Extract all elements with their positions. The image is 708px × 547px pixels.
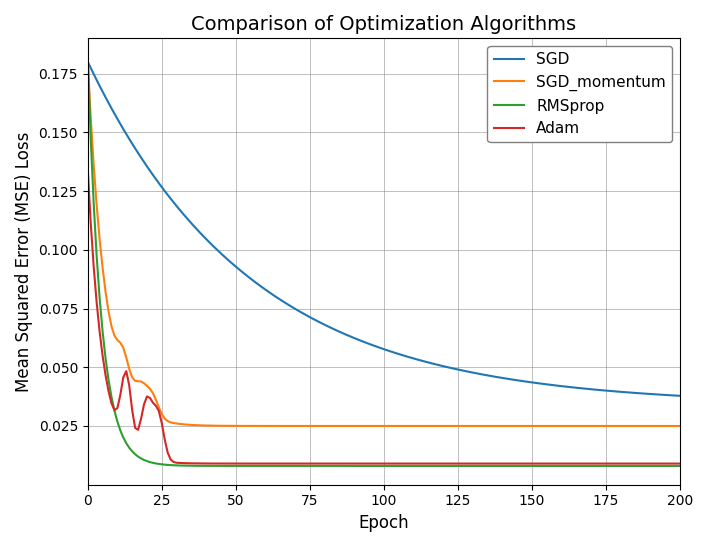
Adam	[670, 460, 678, 467]
Adam	[404, 460, 412, 467]
RMSprop	[84, 54, 92, 60]
Title: Comparison of Optimization Algorithms: Comparison of Optimization Algorithms	[191, 15, 576, 34]
SGD_momentum	[404, 423, 412, 429]
Line: SGD_momentum: SGD_momentum	[88, 62, 680, 426]
SGD	[299, 311, 308, 317]
Adam	[332, 460, 341, 467]
RMSprop	[299, 463, 308, 469]
RMSprop	[137, 455, 145, 462]
RMSprop	[617, 463, 625, 469]
Line: Adam: Adam	[88, 170, 680, 463]
RMSprop	[404, 463, 412, 469]
SGD_momentum	[332, 423, 341, 429]
Y-axis label: Mean Squared Error (MSE) Loss: Mean Squared Error (MSE) Loss	[15, 131, 33, 392]
SGD_momentum	[84, 59, 92, 65]
SGD_momentum	[299, 423, 308, 429]
SGD	[332, 327, 341, 334]
Adam	[84, 167, 92, 173]
RMSprop	[628, 463, 636, 469]
SGD	[675, 393, 684, 399]
SGD	[404, 353, 412, 360]
RMSprop	[675, 463, 684, 469]
Adam	[625, 460, 634, 467]
RMSprop	[86, 135, 95, 142]
Legend: SGD, SGD_momentum, RMSprop, Adam: SGD, SGD_momentum, RMSprop, Adam	[488, 46, 672, 142]
Adam	[299, 460, 308, 467]
SGD	[137, 154, 145, 161]
Line: RMSprop: RMSprop	[88, 57, 680, 466]
SGD_momentum	[137, 378, 145, 385]
SGD	[84, 59, 92, 65]
SGD_momentum	[675, 423, 684, 429]
SGD	[86, 65, 95, 71]
RMSprop	[332, 463, 341, 469]
X-axis label: Epoch: Epoch	[358, 514, 409, 532]
Adam	[86, 220, 95, 226]
SGD_momentum	[625, 423, 634, 429]
Adam	[675, 460, 684, 467]
SGD	[625, 389, 634, 396]
SGD_momentum	[86, 114, 95, 121]
Adam	[137, 416, 145, 422]
Line: SGD: SGD	[88, 62, 680, 396]
